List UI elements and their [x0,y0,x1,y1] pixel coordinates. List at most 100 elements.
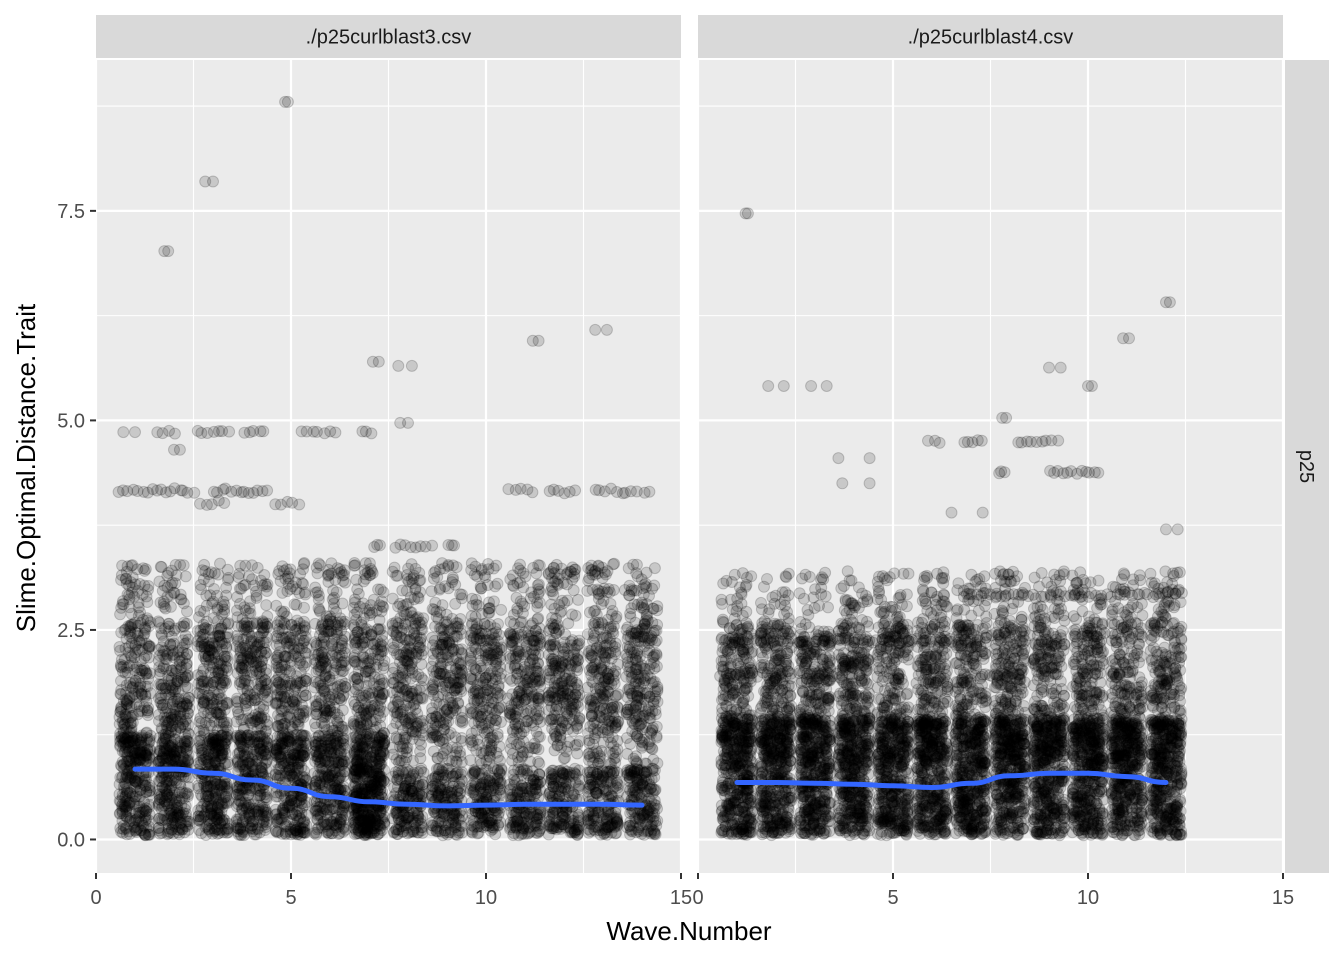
data-point [448,684,461,697]
data-point [333,567,346,580]
data-point [278,618,291,630]
data-point [234,821,247,834]
data-point [120,632,133,645]
data-point [122,620,135,633]
data-point [115,569,128,582]
data-point [175,799,188,812]
data-point [605,608,618,621]
data-point [545,713,558,725]
data-point [260,599,273,612]
data-point [180,712,193,725]
data-point [439,580,452,593]
data-point [547,562,560,575]
data-point [135,743,148,756]
data-point [139,688,152,701]
data-point [295,729,308,742]
data-point [456,714,469,727]
data-point [167,648,180,661]
data-point [123,593,136,606]
data-point [123,621,136,633]
data-point [427,745,440,758]
data-point [180,657,193,670]
data-point [168,678,181,691]
data-point [117,595,129,608]
data-point [543,639,556,652]
data-point [129,578,142,591]
data-point [233,582,246,595]
data-point [349,629,362,642]
data-point [255,738,268,751]
data-point [135,634,148,647]
data-point [120,572,133,585]
data-point [401,657,414,670]
data-point [299,675,312,687]
data-point [590,665,603,678]
data-point [272,568,285,581]
data-point [181,605,193,618]
data-point [545,617,558,630]
data-point [128,616,141,629]
data-point [323,670,336,683]
scatter-points [112,95,664,842]
data-point [490,746,503,759]
data-point [481,736,494,749]
data-point [558,636,571,649]
data-point [482,558,495,570]
data-point [330,623,343,636]
data-point [153,661,166,673]
data-point [130,731,143,744]
data-point [454,588,467,601]
data-point [449,749,462,762]
data-point [125,651,138,663]
data-point [142,583,154,596]
data-point [284,659,297,672]
data-point [482,722,495,735]
data-point [299,631,312,643]
data-point [493,701,506,714]
data-point [483,602,495,615]
data-point [624,611,637,623]
data-point [479,651,492,664]
data-point [122,646,135,659]
data-point [417,674,430,687]
data-point [428,730,441,743]
data-point [290,769,303,782]
data-point [361,665,374,678]
data-point [507,579,520,592]
data-point [272,737,285,749]
data-point [568,563,581,576]
data-point [441,654,454,667]
data-point [453,656,466,669]
data-point [621,640,634,653]
data-point [142,580,155,592]
data-point [128,821,141,834]
data-point [173,651,186,664]
data-point [469,560,482,573]
data-point [117,660,130,673]
data-point [258,684,271,697]
data-point [257,616,270,629]
data-point [140,695,153,708]
data-point [514,558,526,571]
data-point [436,638,449,651]
data-point [155,689,168,702]
data-point [631,663,644,676]
data-point [373,623,386,636]
data-point [325,637,338,650]
data-point [363,557,376,570]
data-point [118,653,131,666]
data-point [138,564,151,577]
data-point [119,693,132,706]
data-point [571,664,584,677]
data-point [470,724,483,737]
data-point [139,666,152,679]
data-point [194,712,207,724]
data-point [243,808,256,821]
data-point [608,701,621,714]
data-point [115,574,128,586]
data-point [132,601,145,614]
data-point [153,708,165,721]
data-point [517,581,530,594]
